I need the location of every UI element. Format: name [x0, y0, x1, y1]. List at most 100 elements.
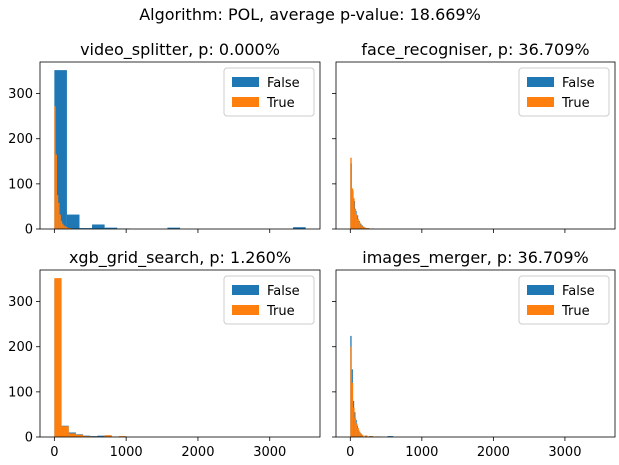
- legend: False True: [223, 67, 315, 117]
- bar-false-1: [66, 214, 80, 229]
- bar-true-3: [354, 418, 357, 437]
- bar-true-7: [360, 224, 362, 229]
- bar-true-1: [351, 188, 354, 229]
- legend-label-false: False: [562, 284, 595, 299]
- bar-true-10: [364, 227, 367, 229]
- ytick-label: 200: [8, 340, 33, 355]
- xtick-label: 2000: [477, 445, 510, 460]
- legend-label-false: False: [562, 76, 595, 91]
- bar-true-7: [63, 225, 65, 229]
- bars: [54, 70, 306, 229]
- xtick-label: 2000: [181, 445, 214, 460]
- legend-swatch-false: [527, 77, 554, 87]
- axes-frame: [39, 269, 321, 438]
- bars: [54, 278, 127, 437]
- subplot-title: video_splitter, p: 0.000%: [80, 40, 280, 60]
- legend: False True: [518, 67, 610, 117]
- subplot-1: video_splitter, p: 0.000% 0 100 200 300 False…: [8, 40, 321, 238]
- bar-true-4: [83, 436, 91, 437]
- bar-true-7: [360, 433, 362, 437]
- bar-true-7: [104, 435, 112, 437]
- legend-label-true: True: [266, 96, 295, 111]
- legend-swatch-true: [527, 97, 554, 107]
- bar-true-1: [61, 426, 69, 437]
- legend-swatch-false: [232, 77, 259, 87]
- xtick-label: 0: [346, 445, 354, 460]
- bar-true-6: [358, 222, 361, 229]
- bar-true-8: [64, 226, 66, 229]
- ytick-label: 0: [25, 431, 33, 446]
- bar-true-1: [351, 382, 354, 437]
- legend-swatch-false: [232, 285, 259, 295]
- xtick-label: 3000: [548, 445, 581, 460]
- subplot-2: face_recogniser, p: 36.709% False True: [332, 40, 616, 233]
- ytick-label: 0: [25, 223, 33, 238]
- xtick-label: 3000: [253, 445, 286, 460]
- legend-label-true: True: [266, 304, 295, 319]
- legend-label-true: True: [561, 96, 590, 111]
- legend: False True: [518, 275, 610, 325]
- bar-false-6: [167, 227, 180, 229]
- legend-label-true: True: [561, 304, 590, 319]
- bar-true-1: [55, 154, 57, 229]
- legend-swatch-true: [232, 97, 259, 107]
- bar-true-0: [54, 278, 62, 437]
- bar-true-6: [62, 223, 64, 229]
- xtick-label: 1000: [110, 445, 143, 460]
- legend-swatch-true: [527, 305, 554, 315]
- subplot-title: xgb_grid_search, p: 1.260%: [69, 248, 291, 268]
- ytick-label: 100: [8, 177, 33, 192]
- ytick-label: 300: [8, 87, 33, 102]
- axes-frame: [335, 269, 616, 438]
- legend-swatch-false: [527, 285, 554, 295]
- legend-swatch-true: [232, 305, 259, 315]
- bar-true-0: [54, 106, 56, 229]
- bar-false-4: [104, 227, 118, 229]
- bar-false-3: [92, 224, 105, 229]
- xtick-label: 1000: [405, 445, 438, 460]
- axes-frame: [335, 61, 616, 230]
- bar-false-7: [293, 227, 306, 229]
- bar-true-0: [350, 346, 352, 437]
- bar-true-5: [60, 220, 63, 229]
- ytick-label: 200: [8, 132, 33, 147]
- bar-true-12: [69, 228, 72, 229]
- bar-false-0: [54, 70, 67, 229]
- bar-false-13: [387, 436, 394, 437]
- axes-frame: [39, 61, 321, 230]
- legend-label-false: False: [267, 76, 300, 91]
- bar-true-4: [59, 214, 61, 229]
- bar-true-8: [361, 434, 364, 437]
- subplot-title: face_recogniser, p: 36.709%: [361, 40, 589, 60]
- bar-true-11: [68, 228, 70, 229]
- bar-true-8: [361, 226, 364, 229]
- xtick-label: 0: [50, 445, 58, 460]
- bar-true-2: [353, 198, 355, 229]
- bar-true-12: [367, 228, 369, 229]
- bar-true-9: [118, 436, 127, 437]
- bar-true-4: [356, 423, 358, 437]
- figure-suptitle: Algorithm: POL, average p-value: 18.669%: [139, 5, 481, 24]
- bar-true-5: [357, 427, 359, 437]
- ytick-label: 300: [8, 295, 33, 310]
- bar-true-2: [68, 433, 76, 437]
- bar-true-3: [354, 208, 357, 229]
- bar-true-3: [75, 434, 84, 437]
- bars: [350, 335, 394, 437]
- subplot-title: images_merger, p: 36.709%: [362, 248, 588, 268]
- bar-true-11: [366, 228, 368, 229]
- legend-label-false: False: [267, 284, 300, 299]
- ytick-label: 100: [8, 385, 33, 400]
- bar-false-2: [79, 228, 93, 229]
- bar-true-10: [67, 227, 69, 229]
- bar-true-9: [364, 435, 368, 437]
- bars: [350, 157, 374, 229]
- bar-false-6: [97, 435, 105, 437]
- bar-true-10: [368, 436, 374, 437]
- bar-true-9: [363, 227, 365, 229]
- legend: False True: [223, 275, 315, 325]
- bar-true-5: [357, 219, 359, 229]
- bar-true-4: [356, 214, 358, 229]
